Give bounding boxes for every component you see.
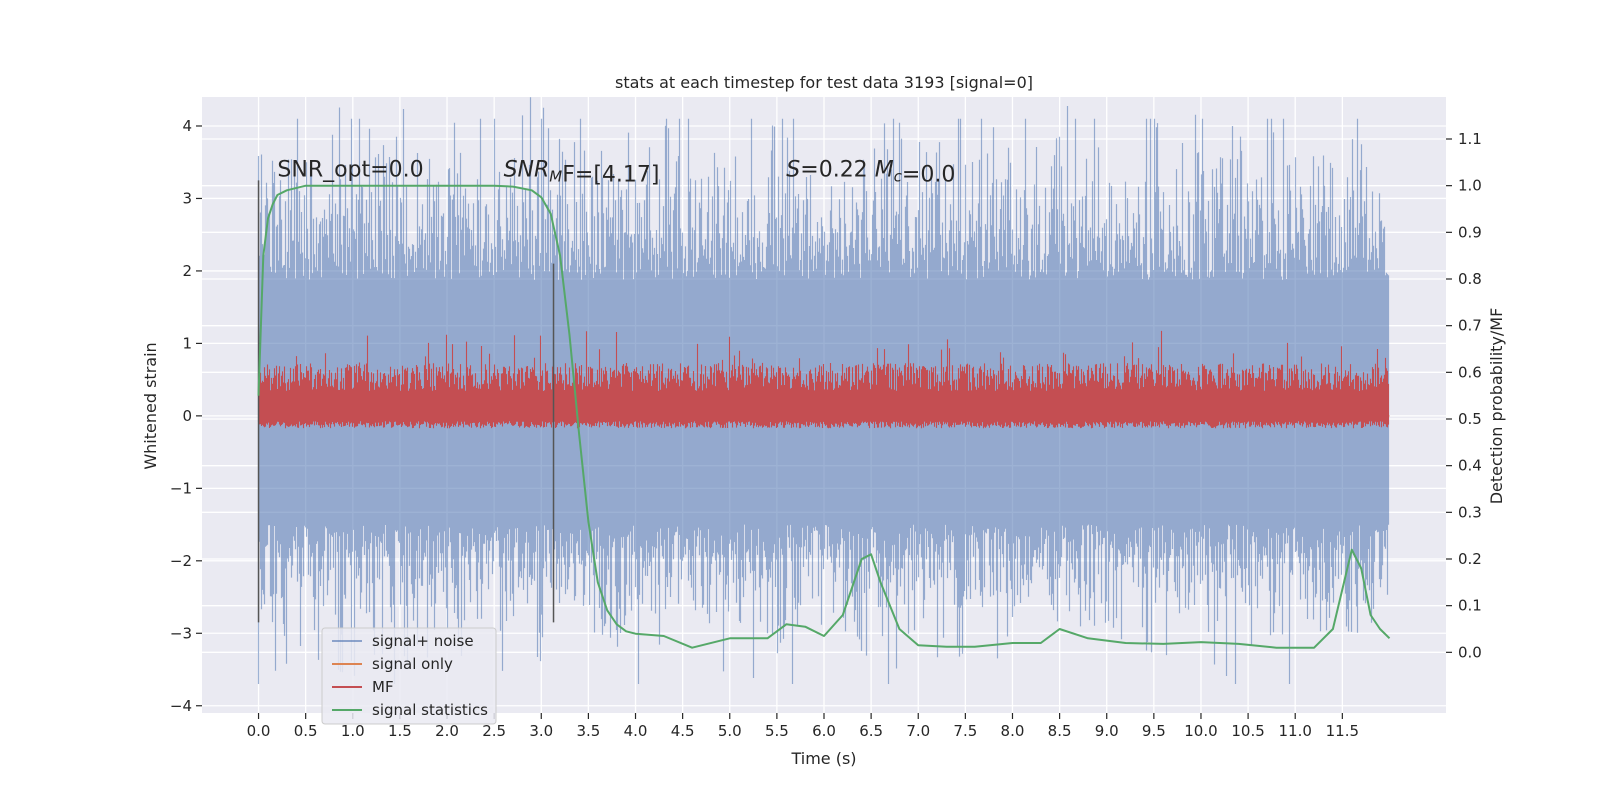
y-tick-label: 0 (182, 407, 192, 425)
y-tick-label: 3 (182, 189, 192, 207)
y-tick-label: −1 (170, 479, 192, 497)
annotation-2: SNRMF=[4.17] (504, 158, 660, 188)
x-tick-label: 11.5 (1326, 722, 1359, 740)
y2-tick-label: 0.4 (1458, 457, 1482, 475)
x-tick-label: 7.0 (906, 722, 930, 740)
y-tick-label: 4 (182, 117, 192, 135)
x-tick-label: 3.5 (576, 722, 600, 740)
x-tick-label: 4.0 (624, 722, 648, 740)
y-axis-right: 1.1 1.0 0.9 0.8 0.7 0.6 0.5 0.4 0.3 0.2 0.1 0.0 (1446, 130, 1482, 661)
x-tick-label: 1.5 (388, 722, 412, 740)
y2-tick-label: 1.0 (1458, 177, 1482, 195)
legend-label: signal+ noise (372, 632, 474, 650)
series-signal-statistics (257, 184, 1391, 649)
x-tick-label: 1.0 (341, 722, 365, 740)
annotation-1: SNR_opt=0.0 (277, 158, 423, 183)
y-tick-label: −2 (170, 552, 192, 570)
x-tick-label: 7.5 (953, 722, 977, 740)
y-tick-label: −4 (170, 697, 192, 715)
y2-axis-label: Detection probability/MF (1487, 308, 1506, 505)
x-tick-label: 0.0 (247, 722, 271, 740)
y2-tick-label: 0.2 (1458, 550, 1482, 568)
x-tick-label: 3.0 (529, 722, 553, 740)
chart-title: stats at each timestep for test data 319… (615, 73, 1033, 92)
legend-label: signal only (372, 655, 453, 673)
x-tick-label: 9.0 (1095, 722, 1119, 740)
x-axis-label: Time (s) (790, 749, 856, 768)
x-tick-label: 6.5 (859, 722, 883, 740)
x-tick-label: 10.0 (1184, 722, 1217, 740)
legend-label: signal statistics (372, 701, 488, 719)
y-tick-label: 1 (182, 334, 192, 352)
x-axis: 0.0 0.5 1.0 1.5 2.0 2.5 3.0 3.5 4.0 4.5 5.0 5.5 6.0 6… (247, 713, 1359, 740)
legend-box (321, 627, 497, 725)
x-tick-label: 0.5 (294, 722, 318, 740)
x-tick-label: 2.0 (435, 722, 459, 740)
x-tick-label: 6.0 (812, 722, 836, 740)
y2-tick-label: 0.1 (1458, 597, 1482, 615)
legend-label: MF (372, 678, 394, 696)
y2-tick-label: 0.9 (1458, 223, 1482, 241)
y2-tick-label: 0.3 (1458, 503, 1482, 521)
y2-tick-label: 0.5 (1458, 410, 1482, 428)
x-tick-label: 8.5 (1048, 722, 1072, 740)
x-tick-label: 9.5 (1142, 722, 1166, 740)
x-tick-label: 10.5 (1231, 722, 1264, 740)
y-axis-label: Whitened strain (141, 342, 160, 469)
x-tick-label: 8.0 (1001, 722, 1025, 740)
y2-tick-label: 0.8 (1458, 270, 1482, 288)
y-tick-label: 2 (182, 262, 192, 280)
y2-tick-label: 0.7 (1458, 317, 1482, 335)
y2-tick-label: 0.0 (1458, 643, 1482, 661)
annotations: SNR_opt=0.0 SNRMF=[4.17] S=0.22 Mc=0.0 (277, 158, 955, 188)
annotation-3: S=0.22 Mc=0.0 (786, 158, 955, 188)
vertical-markers (257, 180, 555, 623)
x-tick-label: 11.0 (1279, 722, 1312, 740)
y2-tick-label: 0.6 (1458, 363, 1482, 381)
x-tick-label: 2.5 (482, 722, 506, 740)
legend: signal+ noise signal only MF signal statist… (321, 627, 497, 725)
y-axis-left: 4 3 2 1 0 −1 −2 −3 −4 (170, 117, 202, 715)
y2-tick-label: 1.1 (1458, 130, 1482, 148)
signal-statistics-line (257, 184, 1391, 649)
y-tick-label: −3 (170, 624, 192, 642)
x-tick-label: 4.5 (671, 722, 695, 740)
x-tick-label: 5.0 (718, 722, 742, 740)
x-tick-label: 5.5 (765, 722, 789, 740)
